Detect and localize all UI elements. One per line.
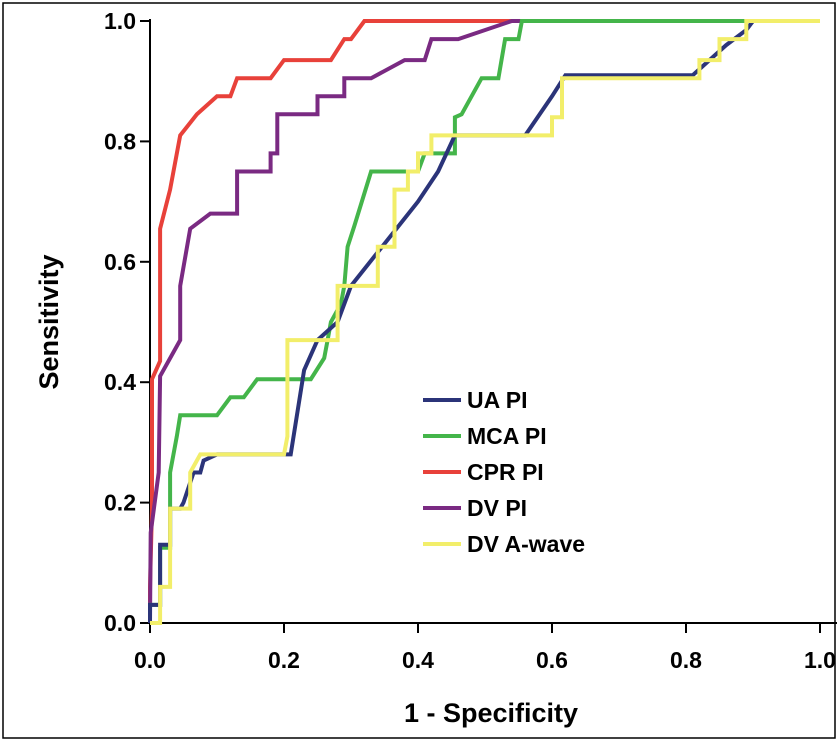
y-axis-title: Sensitivity bbox=[34, 254, 64, 389]
y-tick-label: 0.6 bbox=[104, 249, 136, 275]
legend-label: MCA PI bbox=[467, 423, 547, 449]
x-tick-label: 0.6 bbox=[536, 647, 568, 673]
series-line-dv-pi bbox=[148, 19, 820, 624]
series-line-cpr-pi bbox=[148, 19, 820, 623]
x-axis-title: 1 - Specificity bbox=[404, 698, 578, 728]
series-layer bbox=[148, 19, 820, 625]
legend-label: DV PI bbox=[467, 495, 527, 521]
y-tick-label: 0.4 bbox=[104, 369, 136, 395]
y-tick-label: 0.8 bbox=[104, 128, 136, 154]
series-line-dv-a-wave bbox=[150, 19, 820, 625]
legend-label: CPR PI bbox=[467, 459, 544, 485]
series-line-mca-pi bbox=[148, 19, 820, 623]
legend-label: DV A-wave bbox=[467, 531, 585, 557]
y-tick-label: 1.0 bbox=[104, 8, 136, 34]
x-tick-label: 0.4 bbox=[402, 647, 434, 673]
x-tick-label: 1.0 bbox=[804, 647, 836, 673]
legend: UA PI MCA PI CPR PI DV PI DV A-wave bbox=[423, 387, 585, 557]
legend-label: UA PI bbox=[467, 387, 528, 413]
y-tick-label: 0.0 bbox=[104, 610, 136, 636]
y-tick-label: 0.2 bbox=[104, 490, 136, 516]
x-tick-label: 0.0 bbox=[134, 647, 166, 673]
x-tick-label: 0.2 bbox=[268, 647, 300, 673]
x-tick-label: 0.8 bbox=[670, 647, 702, 673]
